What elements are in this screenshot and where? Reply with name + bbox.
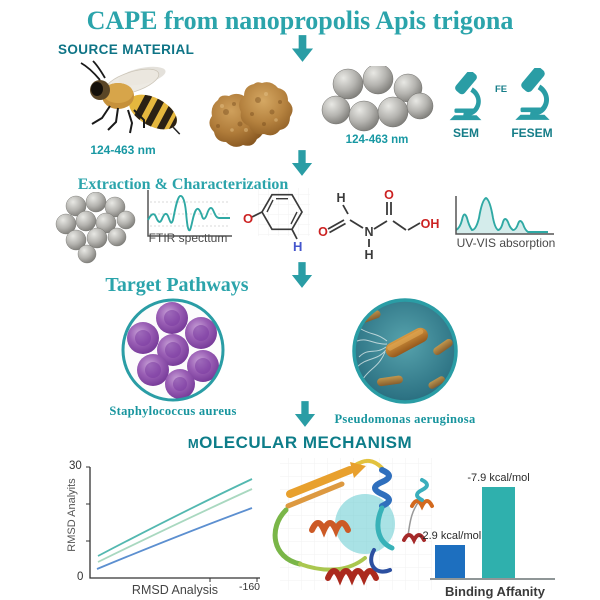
phenol-structure-icon: O H: [243, 188, 310, 254]
target-pathways-heading: Target Pathways: [105, 274, 249, 296]
protein-ribbon-diagram: [272, 458, 434, 590]
bar-label-high: -7.9 kcal/mol: [467, 472, 530, 484]
amide-o-left: O: [318, 225, 328, 239]
down-arrow-icon: [291, 150, 313, 176]
staphylococcus-photo: [121, 298, 225, 402]
amide-oh: OH: [421, 217, 440, 231]
bar-group-high: -7.9 kcal/mol: [467, 472, 530, 578]
extraction-heading: Extraction & Characterization: [77, 176, 289, 193]
bar-high: [482, 487, 515, 578]
amide-o-top: O: [384, 188, 394, 202]
sem-microscope-icon: [449, 72, 482, 121]
bee-size-label: 124-463 nm: [90, 143, 156, 157]
source-material-heading: SOURCE MATERIAL: [58, 42, 195, 57]
sem-label: SEM: [452, 126, 479, 140]
rmsd-end-tick: -160: [238, 581, 260, 593]
rmsd-ytick-0: 0: [77, 571, 84, 583]
fe-label: FE: [495, 84, 508, 95]
nanoparticle-cluster-small: [55, 192, 136, 264]
down-arrow-icon: [291, 35, 314, 62]
bee-illustration: [80, 60, 183, 137]
fesem-microscope-icon: [515, 68, 550, 120]
page-title: CAPE from nanopropolis Apis trigona: [86, 6, 514, 35]
bar-group-low: -2.9 kcal/mol: [419, 530, 481, 578]
staphylococcus-label: Staphylococcus aureus: [109, 404, 237, 418]
bar-chart-xlabel: Binding Affanity: [445, 584, 545, 599]
binding-affinity-bar-chart: -2.9 kcal/mol -7.9 kcal/mol Binding Affa…: [419, 458, 575, 600]
ftir-spectrum-icon: [147, 190, 232, 237]
amide-h-bottom: H: [364, 248, 373, 260]
bar-chart-baseline: [430, 578, 555, 580]
down-arrow-icon: [294, 401, 316, 427]
rmsd-line-lower: [96, 507, 253, 570]
rmsd-ylabel: RMSD Analyits: [66, 478, 78, 552]
phenol-oxygen-label: O: [243, 211, 253, 226]
rmsd-ytick-30: 30: [69, 460, 82, 472]
uvvis-spectrum-icon: [455, 196, 554, 235]
uvvis-caption: UV-VIS absorption: [456, 236, 556, 250]
down-arrow-icon: [291, 262, 313, 288]
ftir-caption: FTIR specttum: [148, 231, 228, 245]
rmsd-line-upper: [97, 478, 253, 557]
rmsd-line-middle: [97, 488, 253, 563]
bar-low: [435, 545, 465, 578]
phenol-hydrogen-label: H: [293, 239, 302, 254]
nanoparticle-cluster: [321, 66, 434, 132]
amide-n: N: [364, 225, 373, 239]
rmsd-xlabel: RMSD Analysis: [131, 583, 219, 597]
propolis-chunks: [209, 82, 293, 147]
pseudomonas-photo: [352, 298, 458, 404]
amide-structure-icon: H O N H O OH: [318, 188, 440, 260]
rmsd-plot-area: [86, 466, 260, 582]
bar-label-low: -2.9 kcal/mol: [418, 530, 482, 542]
amide-h-top: H: [336, 191, 345, 205]
fesem-label: FESEM: [511, 126, 553, 140]
rmsd-line-chart: 30 0 RMSD Analysis -160 RMSD Analyits: [60, 455, 270, 600]
pseudomonas-label: Pseudomonas aeruginosa: [334, 412, 476, 426]
molecular-mechanism-heading: MOLECULAR MECHANISM: [187, 433, 413, 452]
nanoparticle-size-label: 124-463 nm: [345, 134, 409, 146]
